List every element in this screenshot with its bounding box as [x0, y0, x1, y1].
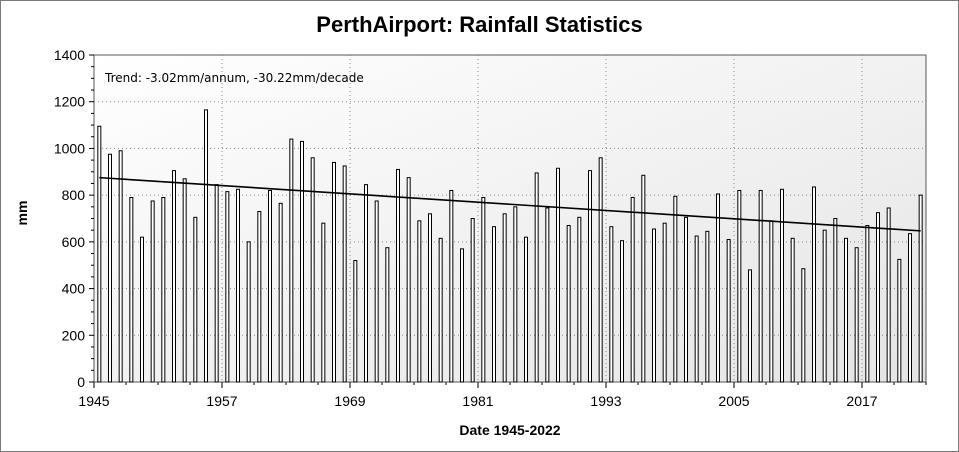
bar-1967	[332, 161, 336, 383]
y-tick-label: 200	[62, 327, 86, 343]
bar-1966	[321, 222, 326, 383]
bar-1953	[182, 178, 187, 383]
bar-1955	[204, 109, 208, 383]
x-tick-label: 1969	[334, 393, 365, 409]
y-tick-label: 800	[62, 187, 86, 203]
bar-2001	[694, 235, 699, 383]
bar-1999	[673, 195, 678, 383]
bar-1996	[641, 174, 646, 383]
bar-1982	[492, 226, 496, 383]
bar-1980	[470, 218, 475, 383]
bar-1992	[598, 157, 603, 383]
bar-1993	[609, 226, 614, 383]
bar-1979	[460, 248, 464, 383]
bar-1986	[534, 172, 539, 383]
bar-1965	[310, 157, 315, 383]
bar-1985	[524, 236, 528, 383]
bar-1971	[374, 200, 379, 383]
x-axis-label: Date 1945-2022	[459, 422, 561, 438]
bar-2007	[758, 189, 763, 383]
bar-2022	[918, 194, 923, 383]
bar-2009	[780, 188, 784, 383]
bar-1974	[406, 177, 411, 383]
y-tick-label: 1400	[54, 47, 85, 63]
bar-1975	[417, 220, 422, 383]
bar-1998	[662, 222, 667, 383]
y-tick-label: 1000	[54, 140, 85, 156]
bar-1946	[108, 153, 112, 383]
bar-1952	[172, 170, 176, 383]
bar-1951	[161, 196, 166, 383]
bar-1956	[214, 184, 219, 383]
bar-1995	[630, 196, 635, 383]
bar-1950	[150, 200, 155, 383]
bar-1957	[225, 191, 230, 383]
bar-1954	[193, 216, 198, 383]
bar-2011	[801, 268, 806, 383]
bar-2006	[748, 269, 752, 383]
y-tick-label: 0	[77, 374, 85, 390]
bar-1976	[428, 213, 432, 383]
bar-1991	[588, 170, 592, 383]
x-tick-label: 1945	[78, 393, 109, 409]
trend-line	[99, 176, 921, 232]
bar-1959	[246, 241, 251, 383]
bar-1987	[545, 207, 550, 383]
bar-1997	[652, 228, 656, 383]
bar-2002	[705, 230, 710, 383]
bar-1984	[513, 206, 518, 383]
bar-1962	[278, 202, 283, 383]
bar-2012	[812, 186, 816, 383]
bar-1994	[620, 240, 624, 383]
plot-area	[93, 54, 927, 383]
trend-annotation: Trend: -3.02mm/annum, -30.22mm/decade	[104, 71, 364, 85]
bar-2013	[822, 229, 827, 383]
bar-1989	[566, 225, 571, 383]
x-tick-label: 2005	[718, 393, 749, 409]
bar-2000	[684, 216, 688, 383]
bar-2018	[876, 212, 880, 383]
bar-1990	[577, 216, 582, 383]
bar-1981	[481, 196, 486, 383]
bar-1960	[257, 210, 262, 383]
bar-2021	[908, 233, 912, 383]
bar-2020	[897, 258, 902, 383]
bar-1945	[97, 125, 102, 383]
chart-title: PerthAirport: Rainfall Statistics	[316, 12, 643, 37]
y-tick-label: 400	[62, 281, 86, 297]
bar-2010	[790, 237, 795, 383]
bar-1961	[268, 189, 272, 383]
bar-1968	[342, 165, 347, 383]
bar-1969	[353, 260, 358, 383]
bar-1958	[236, 188, 240, 383]
bar-1948	[129, 196, 134, 383]
bar-2008	[769, 220, 774, 383]
bar-1970	[364, 184, 368, 383]
bar-1963	[289, 138, 294, 383]
bar-2014	[833, 218, 838, 383]
x-tick-label: 1981	[462, 393, 493, 409]
x-tick-label: 1993	[590, 393, 621, 409]
bar-2016	[854, 247, 859, 383]
bar-1964	[300, 140, 304, 383]
y-tick-label: 600	[62, 234, 86, 250]
bar-2003	[716, 193, 720, 383]
bar-1947	[118, 150, 123, 383]
bar-1977	[438, 237, 443, 383]
bar-1972	[385, 247, 390, 383]
bar-1973	[396, 168, 400, 383]
bar-1949	[140, 236, 144, 383]
bar-2019	[886, 207, 891, 383]
bar-1983	[502, 213, 507, 383]
y-tick-label: 1200	[54, 94, 85, 110]
bar-1988	[556, 167, 560, 383]
bar-2015	[844, 237, 848, 383]
x-tick-label: 1957	[206, 393, 237, 409]
bar-2004	[726, 239, 731, 383]
bar-2017	[865, 225, 870, 383]
bar-2005	[737, 189, 742, 383]
x-tick-label: 2017	[846, 393, 877, 409]
bar-1978	[449, 189, 454, 383]
